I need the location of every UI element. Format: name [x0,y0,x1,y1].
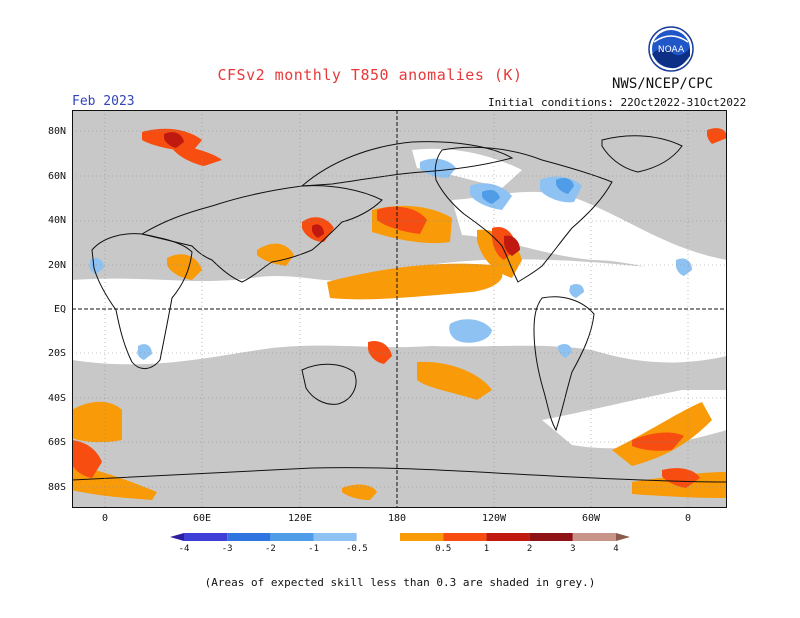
southern-ocean-warm-west [72,401,122,443]
lat-label: 40N [47,215,66,226]
southern-ocean-red [72,440,102,478]
colorbar-tick-label: -0.5 [346,544,368,552]
organization-label: NWS/NCEP/CPC [612,76,714,92]
lat-label: EQ [53,304,66,315]
colorbar-swatch [486,533,530,541]
lon-label: 60E [192,513,212,524]
tropical-white-band [72,259,727,365]
south-pacific-warm [417,361,492,400]
lon-label: 60W [581,513,601,524]
canada-blue [482,190,500,204]
initial-conditions: Initial conditions: 22Oct2022-31Oct2022 [488,96,747,109]
forecast-month: Feb 2023 [72,94,135,109]
central-pacific-cool [449,319,492,343]
lon-label: 180 [387,513,407,524]
pacific-warm-band [327,263,503,300]
barents-red [707,128,727,144]
map-title: CFSv2 monthly T850 anomalies (K) [217,66,523,84]
colorbar-tick-label: 2 [527,544,532,552]
colorbar-swatch [400,533,444,541]
colorbar-tick-label: 1 [484,544,489,552]
colorbar-swatch [313,533,357,541]
weddell-red [662,468,700,488]
arctic-warm-2 [172,142,222,166]
colorbar-swatch [184,533,228,541]
colorbar-tick-label: -4 [179,544,190,552]
colorbar-swatch [443,533,487,541]
colorbar-tick-label: 3 [570,544,575,552]
south-america-cool [558,344,572,358]
coral-sea-red [368,340,392,364]
arctic-dark-red [164,132,184,148]
alaska-cool [420,158,456,178]
colorbar-tick-label: -2 [265,544,276,552]
colorbar-swatch [227,533,271,541]
south-atlantic-red [632,432,684,451]
lon-label: 120W [481,513,507,524]
southern-africa-cool [137,344,152,360]
lat-label: 20N [47,260,66,271]
lat-label: 80S [47,482,66,493]
alaska-white [412,148,522,188]
colorbar-tick-label: 0.5 [435,544,451,552]
anomaly-map [72,110,727,508]
colorbar-swatch [572,533,616,541]
lat-label: 60N [47,171,66,182]
lon-label: 0 [684,513,692,524]
lon-label: 120E [287,513,313,524]
color-bar: -4 -3 -2 -1 -0.5 0.5 1 2 3 4 [170,533,630,552]
colorbar-swatch [270,533,314,541]
graticule [72,110,727,508]
map-frame [72,110,727,508]
japan-dark-red [312,224,324,238]
us-dark-red [504,235,520,256]
logo-text: NOAA [658,45,685,55]
china-warm [257,243,294,266]
colorbar-arrow-low [170,533,184,541]
arabia-warm [167,254,202,280]
hudson-blue [556,178,574,194]
lat-label: 40S [47,393,66,404]
skill-footnote: (Areas of expected skill less than 0.3 a… [204,576,596,589]
colorbar-tick-label: 4 [613,544,618,552]
nw-pacific-red [377,206,427,234]
north-pacific-white [452,191,727,280]
colorbar-swatch [356,533,400,541]
lat-label: 60S [47,437,66,448]
colorbar-tick-label: -1 [308,544,319,552]
coastlines [72,135,727,483]
lon-label: 0 [101,513,109,524]
colorbar-arrow-high [616,533,630,541]
lat-label: 80N [47,126,66,137]
lat-label: 20S [47,348,66,359]
colorbar-tick-label: -3 [222,544,233,552]
colorbar-swatch [529,533,573,541]
noaa-logo: NOAA [648,26,694,72]
ross-sea-warm [342,484,377,500]
panama-cool [569,284,584,298]
